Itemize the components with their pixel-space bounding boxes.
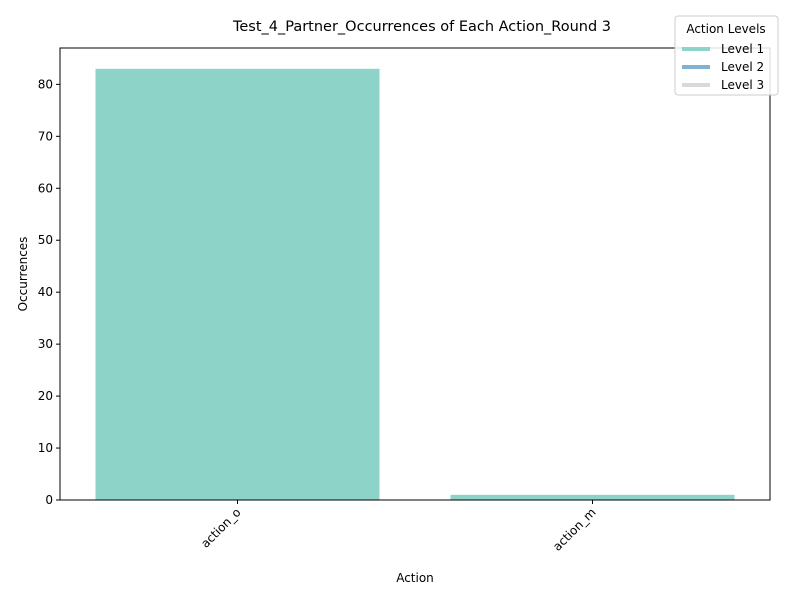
- bar-action_o: [95, 68, 380, 500]
- legend-label: Level 3: [721, 78, 764, 92]
- y-tick-label: 20: [38, 389, 53, 403]
- legend-box: [674, 15, 779, 96]
- y-tick-label: 50: [38, 233, 53, 247]
- plot-frame: [59, 47, 771, 501]
- x-tick-label: action_o: [198, 505, 243, 550]
- legend-title: Action Levels: [686, 22, 765, 36]
- x-axis-title: Action: [396, 571, 434, 585]
- x-axis-ticks: action_o action_m: [198, 500, 599, 554]
- y-tick-label: 70: [38, 129, 53, 143]
- bar-action_m: [450, 494, 735, 500]
- legend-label: Level 1: [721, 42, 764, 56]
- y-tick-label: 80: [38, 77, 53, 91]
- legend-label: Level 2: [721, 60, 764, 74]
- chart-title: Test_4_Partner_Occurrences of Each Actio…: [232, 19, 611, 35]
- legend: Action Levels Level 1 Level 2 Level 3: [674, 15, 779, 96]
- y-tick-label: 60: [38, 181, 53, 195]
- y-tick-label: 10: [38, 441, 53, 455]
- y-axis-ticks: 0 10 20 30 40 50 60 70 80: [38, 77, 60, 507]
- x-tick-label: action_m: [550, 505, 599, 554]
- y-axis-title: Occurrences: [16, 237, 30, 312]
- y-tick-label: 30: [38, 337, 53, 351]
- bars-group: [95, 68, 735, 500]
- legend-entries: Level 1 Level 2 Level 3: [682, 42, 764, 92]
- y-tick-label: 0: [45, 493, 53, 507]
- y-tick-label: 40: [38, 285, 53, 299]
